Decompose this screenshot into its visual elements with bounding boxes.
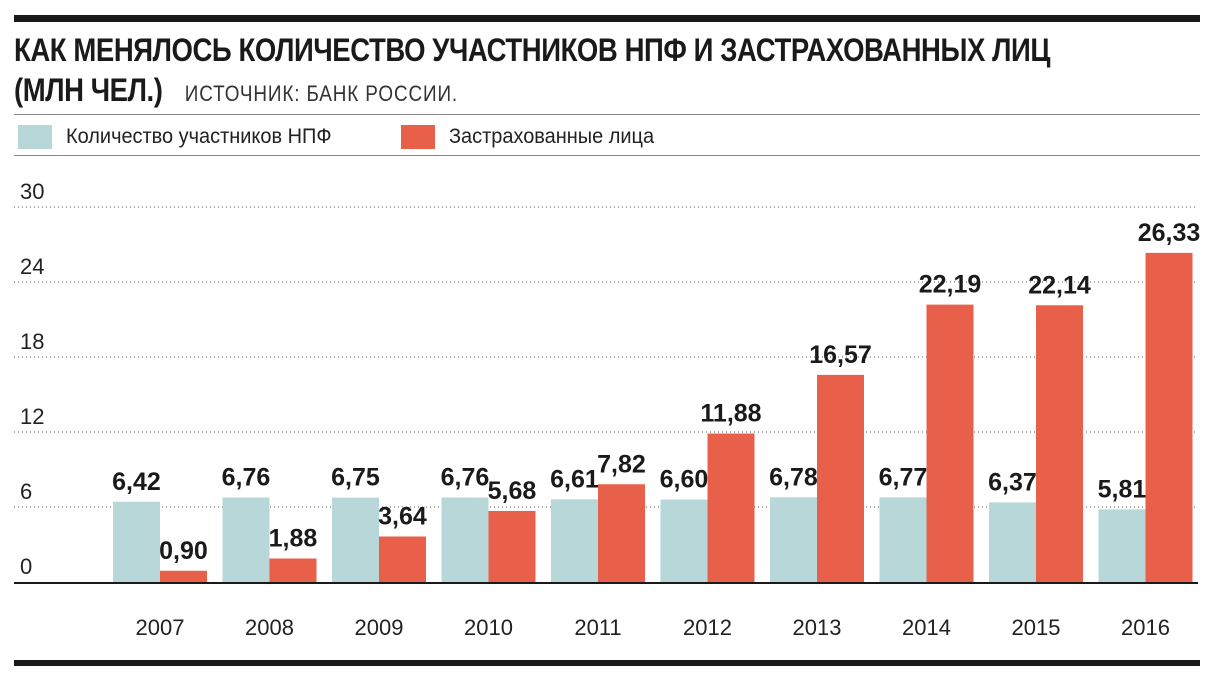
legend-label-insured: Застрахованные лица bbox=[448, 125, 654, 148]
legend-item-participants: Количество участников НПФ bbox=[18, 125, 346, 149]
bar-participants bbox=[332, 497, 379, 582]
value-label-participants: 6,61 bbox=[550, 465, 599, 493]
y-tick-label: 12 bbox=[20, 404, 44, 429]
bar-participants bbox=[989, 502, 1036, 582]
bar-insured bbox=[488, 511, 536, 582]
y-tick-label: 30 bbox=[20, 179, 44, 204]
x-tick-label: 2008 bbox=[245, 615, 294, 640]
x-tick-label: 2015 bbox=[1012, 615, 1061, 640]
y-tick-label: 6 bbox=[20, 479, 32, 504]
bar-participants bbox=[113, 501, 160, 582]
chart-title: КАК МЕНЯЛОСЬ КОЛИЧЕСТВО УЧАСТНИКОВ НПФ И… bbox=[14, 30, 1051, 114]
value-label-participants: 6,37 bbox=[988, 468, 1037, 496]
value-label-insured: 22,14 bbox=[1028, 271, 1091, 299]
legend: Количество участников НПФ Застрахованные… bbox=[18, 122, 719, 152]
x-tick-label: 2007 bbox=[136, 615, 185, 640]
y-tick-label: 0 bbox=[20, 554, 32, 579]
top-rule bbox=[14, 15, 1200, 22]
value-label-participants: 6,42 bbox=[112, 468, 161, 496]
value-label-participants: 6,77 bbox=[879, 463, 928, 491]
legend-label-participants: Количество участников НПФ bbox=[66, 125, 332, 148]
x-tick-label: 2009 bbox=[355, 615, 404, 640]
x-tick-label: 2012 bbox=[683, 615, 732, 640]
value-label-insured: 22,19 bbox=[919, 271, 982, 299]
title-line-2: (МЛН ЧЕЛ.) ИСТОЧНИК: БАНК РОССИИ. bbox=[14, 70, 1037, 114]
value-label-insured: 3,64 bbox=[378, 503, 427, 531]
bar-participants bbox=[441, 497, 489, 582]
bar-participants bbox=[1098, 509, 1146, 582]
value-label-participants: 6,76 bbox=[441, 464, 490, 492]
bar-insured bbox=[1145, 252, 1193, 582]
bar-insured bbox=[707, 433, 755, 582]
value-label-insured: 16,57 bbox=[809, 341, 872, 369]
title-unit: (МЛН ЧЕЛ.) bbox=[14, 72, 163, 108]
x-tick-label: 2011 bbox=[574, 615, 621, 640]
source-note: ИСТОЧНИК: БАНК РОССИИ. bbox=[184, 81, 459, 106]
value-label-participants: 6,75 bbox=[331, 464, 380, 492]
x-tick-label: 2014 bbox=[902, 615, 951, 640]
value-label-participants: 6,60 bbox=[660, 466, 709, 494]
value-label-insured: 5,68 bbox=[488, 477, 537, 505]
legend-swatch-participants bbox=[18, 125, 52, 149]
bar-insured bbox=[598, 484, 645, 582]
value-label-insured: 0,90 bbox=[159, 537, 208, 565]
x-tick-label: 2010 bbox=[464, 615, 513, 640]
legend-top-rule bbox=[14, 114, 1200, 115]
bottom-rule bbox=[14, 660, 1200, 666]
bar-participants bbox=[222, 497, 270, 582]
bar-insured bbox=[160, 570, 207, 582]
value-label-participants: 6,78 bbox=[769, 463, 818, 491]
y-tick-label: 18 bbox=[20, 329, 44, 354]
title-line-1: КАК МЕНЯЛОСЬ КОЛИЧЕСТВО УЧАСТНИКОВ НПФ И… bbox=[14, 32, 1051, 68]
x-tick-label: 2013 bbox=[793, 615, 842, 640]
y-tick-label: 24 bbox=[20, 254, 44, 279]
legend-item-insured: Застрахованные лица bbox=[400, 125, 665, 149]
bar-insured bbox=[926, 304, 974, 582]
bar-insured bbox=[269, 558, 317, 582]
bar-insured bbox=[817, 374, 864, 582]
bar-participants bbox=[551, 499, 598, 582]
x-tick-label: 2016 bbox=[1121, 615, 1170, 640]
value-label-insured: 26,33 bbox=[1138, 219, 1201, 247]
value-label-participants: 6,76 bbox=[222, 464, 271, 492]
bar-insured bbox=[1036, 305, 1083, 582]
value-label-insured: 7,82 bbox=[597, 450, 646, 478]
legend-swatch-insured bbox=[400, 125, 435, 149]
value-label-participants: 5,81 bbox=[1098, 475, 1147, 503]
value-label-insured: 1,88 bbox=[269, 525, 318, 553]
bar-participants bbox=[660, 499, 708, 582]
legend-bottom-rule bbox=[14, 155, 1200, 156]
bar-participants bbox=[879, 497, 927, 582]
bar-insured bbox=[379, 536, 426, 582]
bar-participants bbox=[770, 497, 817, 582]
value-label-insured: 11,88 bbox=[700, 400, 761, 428]
